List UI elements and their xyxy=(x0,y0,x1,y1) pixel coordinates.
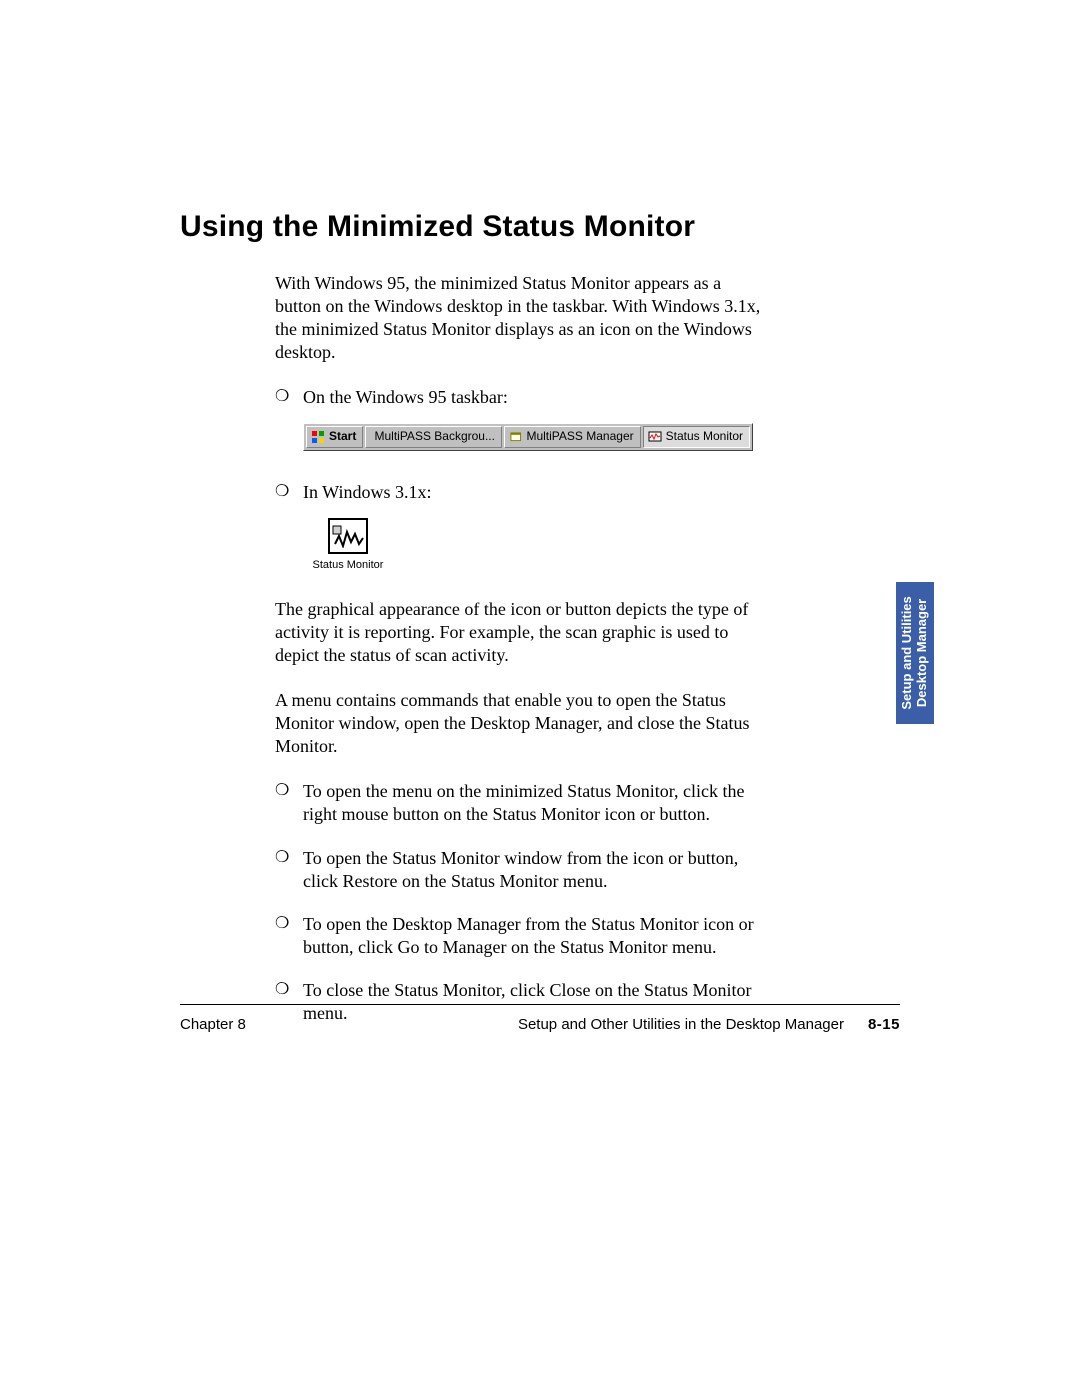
footer-title: Setup and Other Utilities in the Desktop… xyxy=(518,1016,844,1033)
bullet-item: ❍ In Windows 3.1x: xyxy=(275,481,765,504)
win31-icon-label: Status Monitor xyxy=(303,558,393,572)
side-tab-line2: Desktop Manager xyxy=(914,599,929,707)
win95-taskbar: Start MultiPASS Backgrou... MultiPASS Ma… xyxy=(303,423,753,451)
paragraph: The graphical appearance of the icon or … xyxy=(275,598,765,667)
bullet-item: ❍ On the Windows 95 taskbar: xyxy=(275,386,765,409)
bullet-text: To open the Desktop Manager from the Sta… xyxy=(303,913,765,959)
windows-logo-icon xyxy=(311,430,325,444)
footer-page-number: 8-15 xyxy=(868,1016,900,1033)
section-heading: Using the Minimized Status Monitor xyxy=(180,210,900,244)
taskbar-button-active[interactable]: Status Monitor xyxy=(643,426,750,448)
bullet-glyph: ❍ xyxy=(275,780,303,826)
start-button[interactable]: Start xyxy=(306,426,363,448)
monitor-icon xyxy=(648,430,662,444)
bullet-glyph: ❍ xyxy=(275,913,303,959)
bullet-text: To open the menu on the minimized Status… xyxy=(303,780,765,826)
page: Using the Minimized Status Monitor With … xyxy=(0,0,1080,1397)
bullet-glyph: ❍ xyxy=(275,386,303,409)
chapter-side-tab: Setup and Utilities Desktop Manager xyxy=(896,582,934,724)
bullet-text: To open the Status Monitor window from t… xyxy=(303,847,765,893)
bullet-text: On the Windows 95 taskbar: xyxy=(303,386,765,409)
intro-paragraph: With Windows 95, the minimized Status Mo… xyxy=(275,272,765,364)
bullet-item: ❍ To open the Status Monitor window from… xyxy=(275,847,765,893)
page-footer: Chapter 8 Setup and Other Utilities in t… xyxy=(180,1016,900,1033)
status-monitor-icon xyxy=(328,518,368,554)
taskbar-button-label: Status Monitor xyxy=(666,429,743,444)
start-label: Start xyxy=(329,429,356,444)
bullet-text: In Windows 3.1x: xyxy=(303,481,765,504)
taskbar-button-label: MultiPASS Backgrou... xyxy=(374,429,495,444)
footer-chapter: Chapter 8 xyxy=(180,1016,246,1033)
footer-rule xyxy=(180,1004,900,1005)
body-column: With Windows 95, the minimized Status Mo… xyxy=(275,272,765,1025)
side-tab-line1: Setup and Utilities xyxy=(899,596,914,709)
bullet-glyph: ❍ xyxy=(275,847,303,893)
taskbar-button-label: MultiPASS Manager xyxy=(526,429,633,444)
bullet-item: ❍ To open the Desktop Manager from the S… xyxy=(275,913,765,959)
taskbar-button[interactable]: MultiPASS Manager xyxy=(504,426,641,448)
taskbar-button[interactable]: MultiPASS Backgrou... xyxy=(365,426,502,448)
bullet-glyph: ❍ xyxy=(275,481,303,504)
paragraph: A menu contains commands that enable you… xyxy=(275,689,765,758)
manager-icon xyxy=(509,430,522,444)
bullet-item: ❍ To open the menu on the minimized Stat… xyxy=(275,780,765,826)
win31-desktop-icon[interactable]: Status Monitor xyxy=(303,518,393,572)
